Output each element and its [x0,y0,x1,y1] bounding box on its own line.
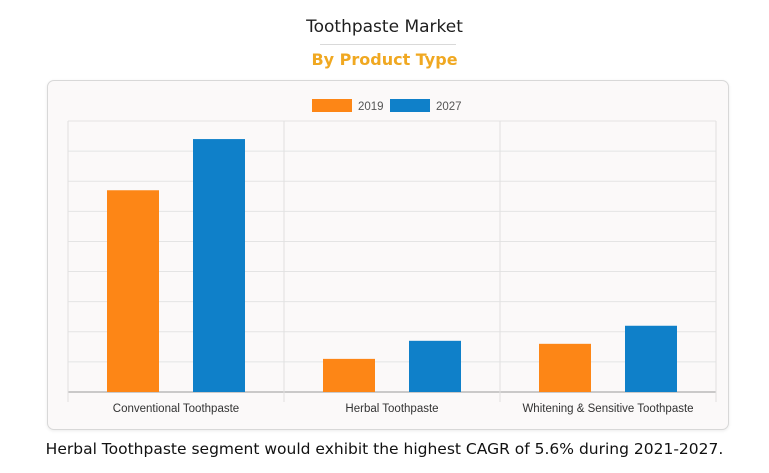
bar-2019-1 [323,358,375,392]
x-tick-label: Whitening & Sensitive Toothpaste [522,403,693,415]
chart-title: Toothpaste Market [306,17,463,37]
chart-subtitle: By Product Type [311,50,458,69]
bar-2027-0 [193,139,245,392]
legend-label-2027: 2027 [436,101,462,113]
chart-card: Conventional Toothpaste Herbal Toothpaste… [47,80,729,430]
title-divider [320,44,456,45]
bar-2027-1 [409,340,461,392]
bar-2019-2 [539,343,591,392]
bar-2019-0 [107,190,159,392]
x-tick-label: Conventional Toothpaste [113,403,239,415]
bar-chart: Conventional Toothpaste Herbal Toothpaste… [67,99,717,415]
bar-2027-2 [625,325,677,392]
legend-swatch-2019 [312,99,352,112]
legend-swatch-2027 [390,99,430,112]
x-tick-label: Herbal Toothpaste [345,403,438,415]
legend-label-2019: 2019 [358,101,384,113]
chart-caption: Herbal Toothpaste segment would exhibit … [45,440,724,458]
